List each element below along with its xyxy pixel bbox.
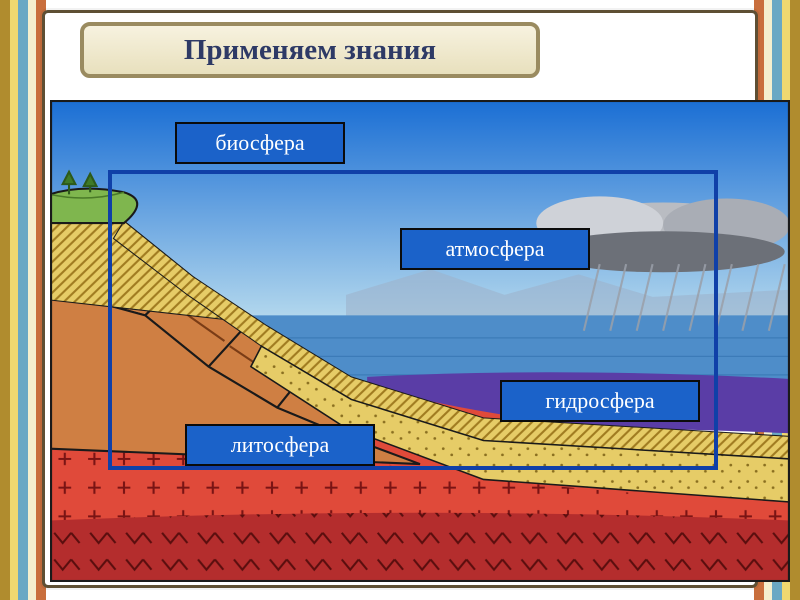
label-text: биосфера bbox=[215, 130, 304, 156]
page-title-banner: Применяем знания bbox=[80, 22, 540, 78]
label-text: атмосфера bbox=[445, 236, 544, 262]
label-text: гидросфера bbox=[545, 388, 654, 414]
label-lithosphere: литосфера bbox=[185, 424, 375, 466]
earth-spheres-illustration bbox=[50, 100, 790, 582]
label-atmosphere: атмосфера bbox=[400, 228, 590, 270]
label-text: литосфера bbox=[231, 432, 329, 458]
label-biosphere: биосфера bbox=[175, 122, 345, 164]
label-hydrosphere: гидросфера bbox=[500, 380, 700, 422]
page-title: Применяем знания bbox=[184, 34, 436, 67]
